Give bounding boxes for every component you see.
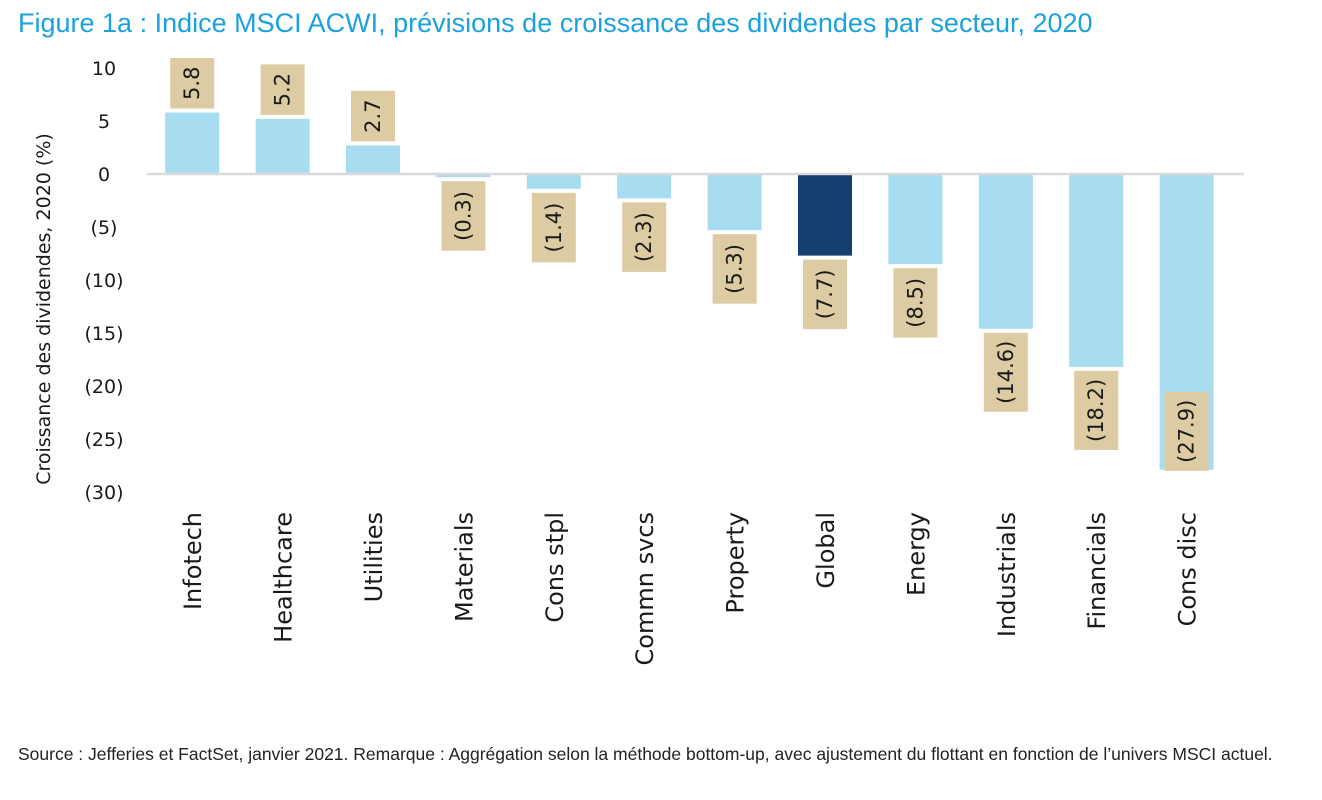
bar-global — [798, 174, 852, 256]
bar-financials — [1069, 174, 1124, 367]
data-label: (7.7) — [813, 269, 837, 319]
data-label-box — [351, 90, 395, 142]
y-tick-label: 0 — [98, 164, 110, 186]
data-label-box — [441, 181, 486, 251]
category-label: Cons stpl — [541, 512, 569, 623]
bar-commn-svcs — [617, 174, 672, 199]
bar-property — [707, 174, 762, 231]
y-tick-label: 10 — [92, 58, 116, 80]
bar-energy — [888, 174, 943, 265]
y-tick-label: (5) — [91, 217, 118, 239]
category-label: Commn svcs — [631, 512, 659, 665]
category-label: Industrials — [993, 512, 1021, 637]
category-label: Global — [812, 512, 840, 589]
data-label: (5.3) — [723, 244, 747, 294]
bar-materials — [436, 174, 491, 178]
data-label: (1.4) — [542, 203, 566, 253]
bar-healthcare — [255, 118, 310, 174]
data-label-box — [893, 268, 938, 338]
y-tick-label: (10) — [84, 270, 123, 292]
category-label: Property — [722, 512, 750, 614]
data-label: (2.3) — [632, 212, 656, 262]
y-tick-label: (30) — [84, 482, 123, 504]
data-label-box — [531, 192, 576, 263]
data-label: (8.5) — [903, 278, 927, 328]
data-label: 5.2 — [271, 73, 295, 106]
data-label: 2.7 — [361, 99, 385, 132]
category-label: Financials — [1083, 512, 1111, 630]
category-label: Healthcare — [270, 512, 298, 643]
y-axis-title: Croissance des dividendes, 2020 (%) — [33, 133, 55, 485]
data-label-box — [803, 259, 847, 330]
category-label: Infotech — [179, 512, 207, 610]
bar-industrials — [978, 174, 1033, 329]
data-label-box — [1164, 391, 1209, 471]
data-label: (0.3) — [451, 191, 475, 241]
bar-infotech — [165, 112, 220, 174]
data-label-box — [170, 58, 215, 109]
y-tick-label: (25) — [84, 429, 123, 451]
data-label: 5.8 — [180, 67, 204, 100]
source-note: Source : Jefferies et FactSet, janvier 2… — [18, 744, 1273, 764]
y-tick-label: (15) — [84, 323, 123, 345]
data-label-box — [260, 64, 305, 115]
category-label: Materials — [450, 512, 478, 622]
category-label: Cons disc — [1174, 512, 1202, 626]
bar-chart: Croissance des dividendes, 2020 (%) 10 5 0 (… — [33, 58, 1244, 665]
y-tick-label: 5 — [98, 111, 110, 133]
data-label: (14.6) — [994, 341, 1018, 404]
data-label-box — [622, 202, 667, 272]
data-label: (18.2) — [1084, 379, 1108, 442]
bar-cons-stpl — [526, 174, 581, 189]
category-label: Energy — [902, 512, 930, 596]
bar-utilities — [346, 145, 400, 174]
category-label: Utilities — [360, 512, 388, 602]
data-label-box — [1074, 370, 1119, 450]
chart-title: Figure 1a : Indice MSCI ACWI, prévisions… — [18, 8, 1093, 38]
data-label-box — [712, 234, 757, 304]
data-label-box — [983, 332, 1028, 412]
data-label: (27.9) — [1175, 400, 1199, 463]
y-tick-label: (20) — [84, 376, 123, 398]
